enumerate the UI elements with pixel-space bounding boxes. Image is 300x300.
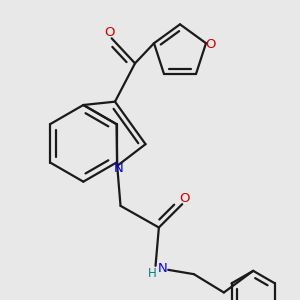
Text: N: N bbox=[114, 162, 123, 175]
Text: O: O bbox=[104, 26, 114, 39]
Text: O: O bbox=[206, 38, 216, 51]
Text: H: H bbox=[148, 267, 157, 280]
Text: O: O bbox=[180, 192, 190, 205]
Text: N: N bbox=[158, 262, 168, 275]
